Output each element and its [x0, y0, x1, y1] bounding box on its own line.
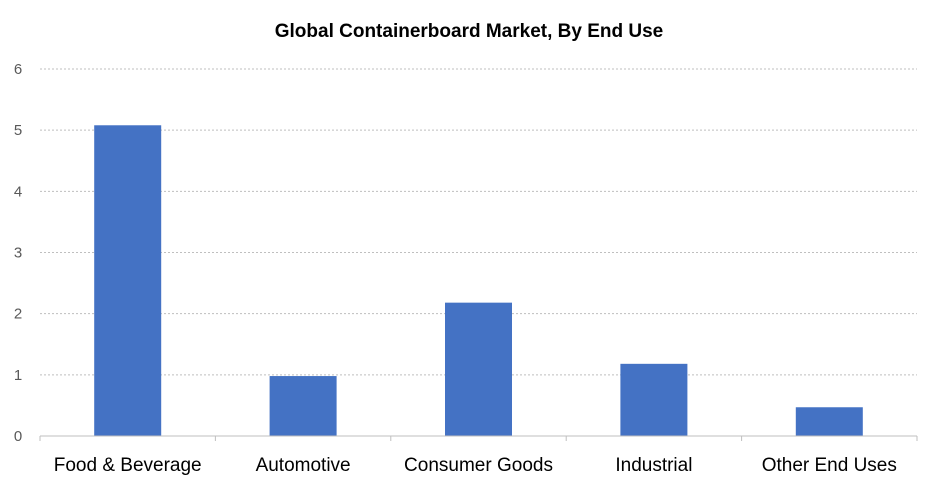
bar — [94, 125, 162, 437]
chart-title: Global Containerboard Market, By End Use — [275, 21, 664, 42]
y-tick-label: 2 — [14, 306, 22, 323]
bar — [269, 376, 337, 436]
bar — [620, 363, 688, 436]
y-tick-label: 4 — [14, 183, 22, 200]
x-tick-label: Other End Uses — [762, 455, 897, 476]
y-tick-label: 6 — [14, 61, 22, 78]
y-tick-label: 0 — [14, 428, 22, 445]
y-tick-label: 5 — [14, 122, 22, 139]
x-tick-label: Consumer Goods — [404, 455, 553, 476]
bar — [445, 302, 512, 436]
x-axis-labels: Food & Beverage Automotive Consumer Goods I… — [54, 455, 897, 476]
y-tick-label: 3 — [14, 245, 22, 262]
bar — [795, 407, 863, 436]
y-tick-label: 1 — [14, 367, 22, 384]
x-tick-label: Food & Beverage — [54, 455, 202, 476]
x-tick-label: Automotive — [256, 455, 351, 476]
bars — [94, 125, 863, 437]
x-axis — [39, 435, 918, 441]
y-axis-ticks: 0 1 2 3 4 5 6 — [14, 61, 22, 445]
x-tick-label: Industrial — [615, 455, 692, 476]
